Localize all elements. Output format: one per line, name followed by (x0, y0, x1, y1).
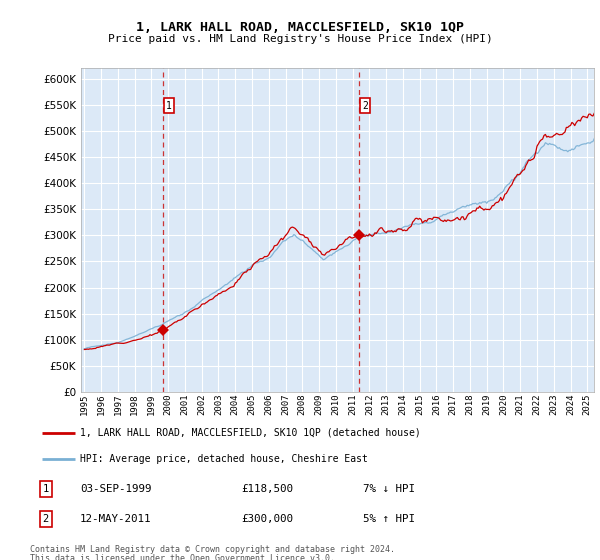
Text: 5% ↑ HPI: 5% ↑ HPI (362, 514, 415, 524)
Text: 1: 1 (43, 484, 49, 494)
Text: 7% ↓ HPI: 7% ↓ HPI (362, 484, 415, 494)
Text: 12-MAY-2011: 12-MAY-2011 (80, 514, 152, 524)
Text: 1, LARK HALL ROAD, MACCLESFIELD, SK10 1QP (detached house): 1, LARK HALL ROAD, MACCLESFIELD, SK10 1Q… (80, 428, 421, 438)
Text: 1, LARK HALL ROAD, MACCLESFIELD, SK10 1QP: 1, LARK HALL ROAD, MACCLESFIELD, SK10 1Q… (136, 21, 464, 34)
Text: £118,500: £118,500 (241, 484, 293, 494)
Text: This data is licensed under the Open Government Licence v3.0.: This data is licensed under the Open Gov… (30, 554, 335, 560)
Text: 1: 1 (166, 101, 172, 111)
Text: 2: 2 (43, 514, 49, 524)
Text: Contains HM Land Registry data © Crown copyright and database right 2024.: Contains HM Land Registry data © Crown c… (30, 545, 395, 554)
Text: HPI: Average price, detached house, Cheshire East: HPI: Average price, detached house, Ches… (80, 454, 368, 464)
Text: Price paid vs. HM Land Registry's House Price Index (HPI): Price paid vs. HM Land Registry's House … (107, 34, 493, 44)
Text: 2: 2 (362, 101, 368, 111)
Text: £300,000: £300,000 (241, 514, 293, 524)
Text: 03-SEP-1999: 03-SEP-1999 (80, 484, 152, 494)
